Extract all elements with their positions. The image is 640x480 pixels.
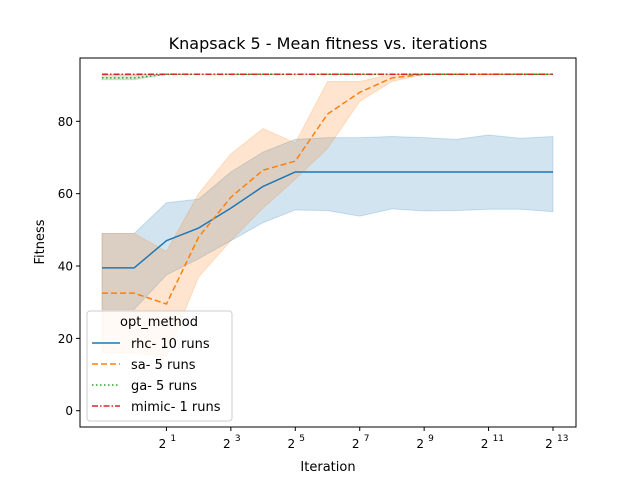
x-tick-exponent: 9 [428, 434, 434, 444]
x-tick-exponent: 13 [557, 434, 568, 444]
y-tick-label: 0 [65, 404, 73, 418]
series-line-rhc [102, 171, 553, 269]
x-tick-label: 2 [481, 437, 489, 451]
x-tick-exponent: 5 [299, 434, 305, 444]
y-tick-label: 80 [58, 115, 73, 129]
x-axis-label: Iteration [300, 460, 355, 475]
x-tick-exponent: 7 [364, 434, 370, 444]
legend-title: opt_method [120, 315, 198, 330]
legend: opt_method rhc- 10 runs sa- 5 runs ga- 5 r… [86, 310, 233, 422]
x-axis-ticks: 2 1 2 3 2 5 2 7 2 9 2 11 2 13 [159, 427, 568, 451]
x-tick-label: 2 [352, 437, 360, 451]
ci-band-rhc [101, 134, 554, 310]
chart-title: Knapsack 5 - Mean fitness vs. iterations [169, 34, 488, 53]
x-tick-label: 2 [545, 437, 553, 451]
legend-box [86, 310, 233, 422]
x-tick-exponent: 1 [170, 434, 176, 444]
y-axis-label: Fitness [33, 219, 48, 264]
series-lines [102, 73, 553, 305]
plot-frame [79, 57, 577, 428]
y-tick-label: 40 [58, 260, 73, 274]
y-tick-label: 60 [58, 187, 73, 201]
legend-label-sa: sa- 5 runs [131, 358, 196, 373]
x-tick-label: 2 [287, 437, 295, 451]
y-tick-label: 20 [58, 332, 73, 346]
legend-label-ga: ga- 5 runs [131, 379, 197, 394]
x-tick-exponent: 3 [235, 434, 241, 444]
series-line-ga [102, 73, 553, 79]
x-tick-exponent: 11 [493, 434, 504, 444]
x-tick-label: 2 [159, 437, 167, 451]
x-tick-label: 2 [223, 437, 231, 451]
legend-label-rhc: rhc- 10 runs [131, 337, 210, 352]
series-line-sa [102, 73, 553, 305]
legend-label-mimic: mimic- 1 runs [131, 400, 221, 415]
y-axis-ticks: 0 20 40 60 80 [58, 115, 80, 418]
x-tick-label: 2 [416, 437, 424, 451]
